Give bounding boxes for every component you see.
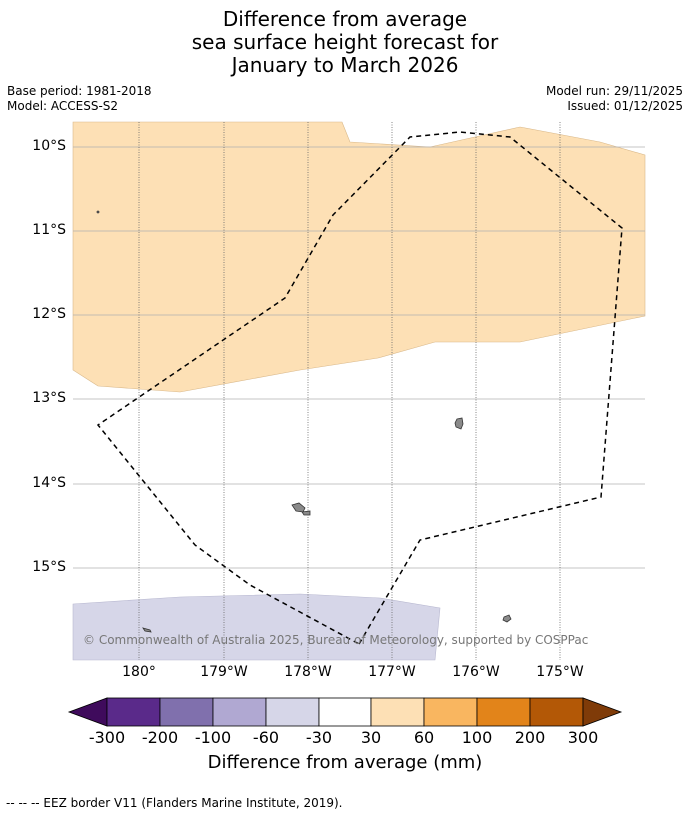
colorbar-bin-4 [265, 697, 320, 727]
colorbar-bin-6 [370, 697, 425, 727]
lon-gridlines [138, 122, 561, 660]
base-period: Base period: 1981-2018 [7, 84, 152, 98]
island-southwest [142, 627, 152, 633]
islands [96, 210, 512, 633]
negative-anomaly-region [72, 593, 441, 661]
island-northwest [96, 210, 100, 214]
issued-date: Issued: 01/12/2025 [567, 99, 683, 113]
colorbar-tick-2: -200 [141, 728, 179, 747]
colorbar-tick-10: 300 [567, 728, 599, 747]
title-line-2: sea surface height forecast for [191, 30, 499, 54]
colorbar [67, 697, 623, 727]
island-central-b [301, 510, 311, 516]
island-central-a [291, 502, 306, 513]
model-name: Model: ACCESS-S2 [7, 99, 119, 113]
copyright-notice: © Commonwealth of Australia 2025, Bureau… [83, 633, 589, 647]
lat-gridlines [73, 146, 645, 569]
lat-label-14s: 14°S [32, 475, 66, 491]
colorbar-tick-1: -300 [88, 728, 126, 747]
colorbar-max-extend [582, 697, 623, 727]
colorbar-bin-7 [423, 697, 478, 727]
colorbar-tick-7: 60 [413, 728, 435, 747]
colorbar-tick-9: 200 [514, 728, 546, 747]
eez-border [96, 131, 623, 646]
colorbar-tick-3: -100 [194, 728, 232, 747]
lon-label-179w: 179°W [200, 664, 248, 680]
lon-label-177w: 177°W [368, 664, 416, 680]
title-line-1: Difference from average [222, 7, 468, 31]
colorbar-tick-8: 100 [461, 728, 493, 747]
colorbar-min-extend [67, 697, 108, 727]
colorbar-tick-5: -30 [305, 728, 333, 747]
colorbar-title: Difference from average (mm) [207, 752, 483, 773]
lon-label-178w: 178°W [284, 664, 332, 680]
colorbar-bin-3 [212, 697, 267, 727]
meta-left: Base period: 1981-2018 Model: ACCESS-S2 [7, 84, 152, 114]
colorbar-bin-2 [159, 697, 214, 727]
title-line-3: January to March 2026 [231, 53, 459, 77]
island-southeast [502, 614, 512, 623]
lat-label-13s: 13°S [32, 390, 66, 406]
colorbar-bin-8 [476, 697, 531, 727]
colorbar-bin-5 [318, 697, 372, 727]
lat-label-12s: 12°S [32, 306, 66, 322]
colorbar-bin-1 [106, 697, 161, 727]
lon-label-175w: 175°W [536, 664, 584, 680]
colorbar-bin-9 [529, 697, 584, 727]
colorbar-tick-6: 30 [360, 728, 382, 747]
eez-legend-footer: -- -- -- EEZ border V11 (Flanders Marine… [6, 796, 343, 810]
lon-label-180: 180° [122, 664, 156, 680]
lon-label-176w: 176°W [452, 664, 500, 680]
lat-label-11s: 11°S [32, 222, 66, 238]
colorbar-tick-4: -60 [252, 728, 280, 747]
island-east [454, 417, 464, 430]
map-title: Difference from average sea surface heig… [0, 8, 690, 77]
meta-right: Model run: 29/11/2025 Issued: 01/12/2025 [546, 84, 683, 114]
model-run: Model run: 29/11/2025 [545, 84, 683, 98]
lat-label-15s: 15°S [32, 559, 66, 575]
positive-anomaly-region [72, 121, 646, 393]
lat-label-10s: 10°S [32, 138, 66, 154]
